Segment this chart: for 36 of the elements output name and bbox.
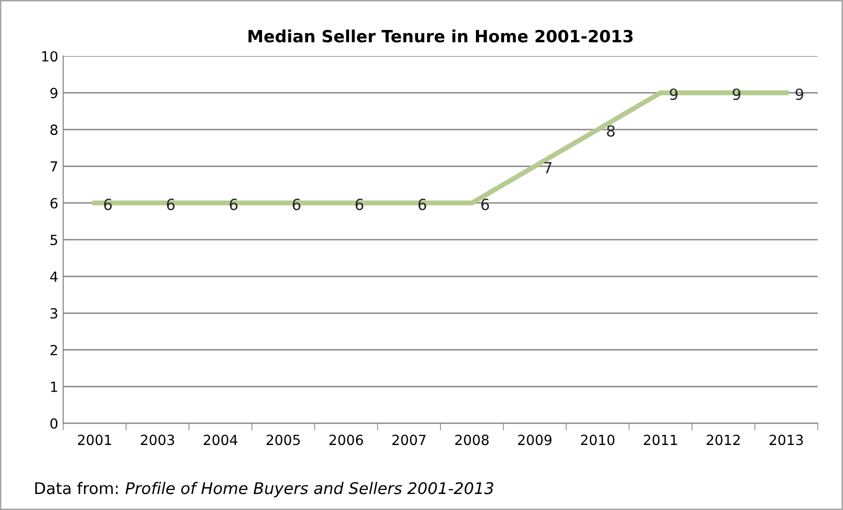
text: Profile of Home Buyers and Sellers 2001-2013 bbox=[126, 482, 494, 498]
data-label: 6 bbox=[418, 198, 426, 210]
y-tick-label: 0 bbox=[50, 418, 58, 429]
x-tick-label: 2011 bbox=[644, 434, 677, 446]
data-label: 6 bbox=[166, 198, 175, 210]
y-tick-label: 6 bbox=[50, 198, 58, 208]
y-tick-label: 3 bbox=[50, 308, 58, 319]
y-tick-label: 5 bbox=[50, 234, 58, 246]
x-tick-label: 2004 bbox=[204, 434, 238, 446]
data-label: 6 bbox=[481, 198, 489, 210]
x-tick-label: 2010 bbox=[580, 434, 614, 446]
y-tick-label: 10 bbox=[42, 51, 58, 62]
x-tick-label: 2008 bbox=[455, 434, 489, 446]
y-tick-label: 1 bbox=[51, 382, 58, 392]
x-tick-label: 2001 bbox=[78, 434, 112, 446]
x-tick-label: 2007 bbox=[392, 434, 426, 446]
y-tick-label: 7 bbox=[50, 161, 58, 172]
x-tick-label: 2009 bbox=[518, 434, 552, 446]
x-tick-label: 2013 bbox=[770, 434, 803, 446]
data-label: 6 bbox=[230, 198, 238, 210]
x-tick-label: 2003 bbox=[140, 434, 174, 446]
data-label: 9 bbox=[796, 88, 804, 100]
y-tick-label: 2 bbox=[50, 344, 57, 356]
data-label: 6 bbox=[292, 198, 300, 210]
x-tick-label: 2005 bbox=[266, 434, 300, 446]
text: Data from: bbox=[35, 482, 118, 494]
chart-title: Median Seller Tenure in Home 2001-2013 bbox=[248, 30, 633, 42]
x-tick-label: 2012 bbox=[706, 434, 740, 446]
y-tick-label: 8 bbox=[50, 124, 58, 136]
data-label: 6 bbox=[356, 198, 364, 210]
y-tick-label: 9 bbox=[50, 88, 58, 98]
data-label: 8 bbox=[607, 125, 615, 137]
x-tick-label: 2006 bbox=[330, 434, 363, 446]
data-label: 6 bbox=[104, 198, 112, 210]
data-label: 7 bbox=[544, 162, 552, 174]
y-tick-label: 4 bbox=[50, 272, 58, 282]
